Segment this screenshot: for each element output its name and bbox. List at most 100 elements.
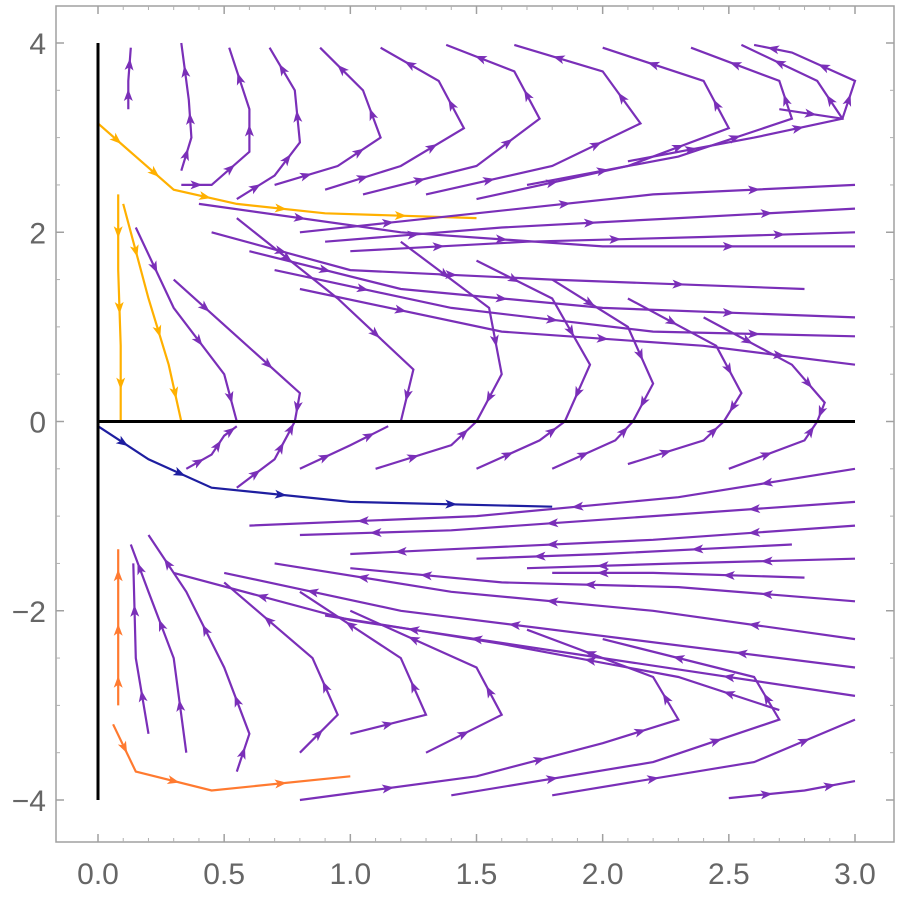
stream-arrowhead [191, 333, 203, 346]
streamline [274, 46, 382, 186]
streamline [526, 557, 856, 570]
streamline [451, 638, 781, 797]
stream-arrowhead [826, 94, 837, 108]
stream-arrowhead [293, 212, 306, 222]
stream-arrowhead [381, 218, 395, 228]
stream-arrowhead [672, 655, 686, 664]
stream-arrowhead [197, 300, 210, 312]
stream-arrowhead [545, 775, 559, 785]
stream-arrowhead [407, 626, 421, 636]
stream-arrowhead [760, 477, 774, 487]
stream-arrowhead [482, 177, 495, 186]
stream-arrowhead [671, 144, 685, 154]
streamline [425, 43, 643, 196]
stream-arrowhead [191, 458, 205, 469]
stream-arrowhead [507, 272, 520, 283]
stream-arrowhead [486, 685, 496, 699]
streamline [476, 420, 566, 470]
stream-arrowhead [424, 144, 438, 155]
stream-arrowhead [445, 499, 458, 509]
stream-arrowhead [234, 694, 244, 708]
stream-arrowhead [584, 580, 597, 590]
x-tick-label: 3.0 [834, 858, 876, 891]
stream-arrowhead [404, 388, 413, 402]
stream-arrowhead [432, 242, 445, 252]
stream-arrowhead [124, 58, 134, 71]
stream-arrowhead [284, 423, 294, 437]
stream-arrowhead [361, 433, 375, 443]
stream-arrowhead [748, 504, 761, 514]
stream-arrowhead [760, 556, 773, 566]
streamline [400, 240, 503, 423]
stream-arrowhead [244, 124, 254, 137]
stream-arrowhead [172, 466, 186, 476]
streamline [552, 571, 805, 579]
stream-arrowhead [274, 489, 287, 499]
stream-arrowhead [640, 395, 650, 408]
streamline [132, 563, 150, 734]
stream-arrowhead [180, 148, 189, 162]
stream-arrowhead [456, 429, 469, 441]
stream-arrowhead [407, 636, 421, 646]
x-tick-label: 2.0 [582, 858, 624, 891]
stream-arrowhead [369, 528, 382, 538]
stream-arrowhead [115, 435, 129, 447]
streamline [299, 425, 389, 470]
stream-arrowhead [356, 516, 370, 526]
stream-arrowhead [545, 314, 559, 324]
stream-arrowhead [345, 621, 358, 632]
streamline [350, 524, 856, 556]
stream-arrowhead [456, 731, 470, 741]
stream-arrowhead [584, 657, 597, 666]
stream-arrowhead [747, 329, 761, 339]
stream-arrowhead [356, 283, 369, 293]
stream-arrowhead [773, 230, 786, 240]
streamline [299, 628, 681, 802]
stream-arrowhead [818, 64, 831, 74]
stream-arrowhead [223, 164, 236, 176]
stream-arrowhead [210, 440, 222, 453]
stream-arrowhead [691, 544, 704, 554]
stream-arrowhead [117, 740, 128, 754]
streamline [129, 544, 188, 753]
stream-arrowhead [293, 400, 303, 414]
x-tick-label: 0.0 [77, 858, 119, 891]
streamline [728, 780, 856, 800]
stream-arrowhead [113, 675, 123, 688]
stream-arrowhead [202, 624, 212, 638]
stream-arrowhead [684, 146, 697, 156]
stream-arrowhead [152, 324, 162, 338]
stream-arrowhead [800, 376, 813, 389]
stream-arrowhead [113, 623, 123, 636]
x-tick-label: 1.0 [329, 858, 371, 891]
stream-arrowhead [564, 324, 575, 337]
stream-arrowhead [274, 779, 287, 789]
stream-arrowhead [129, 244, 139, 257]
stream-arrowhead [158, 619, 168, 633]
stream-arrowhead [420, 571, 433, 581]
streamline [526, 46, 794, 186]
stream-arrowhead [299, 172, 312, 182]
stream-arrowhead [130, 604, 140, 617]
stream-arrowhead [369, 108, 379, 122]
stream-arrowhead [381, 784, 395, 794]
stream-arrowhead [148, 260, 158, 274]
stream-arrowhead [394, 304, 407, 314]
stream-arrowhead [596, 333, 609, 343]
stream-arrowhead [842, 94, 852, 107]
stream-arrowhead [224, 390, 234, 404]
stream-arrowhead [256, 593, 269, 603]
stream-arrowhead [646, 775, 660, 785]
y-tick-label: −4 [12, 785, 46, 818]
stream-arrowhead [123, 89, 133, 101]
stream-arrowhead [448, 99, 459, 112]
stream-arrowhead [248, 184, 261, 195]
stream-arrowhead [186, 112, 195, 125]
stream-arrowhead [169, 386, 179, 399]
streamline [97, 425, 553, 508]
stream-arrowhead [356, 574, 370, 583]
stream-arrowhead [412, 177, 426, 187]
stream-arrowhead [546, 597, 559, 607]
stream-arrowhead [166, 775, 180, 785]
stream-arrowhead [544, 427, 557, 439]
